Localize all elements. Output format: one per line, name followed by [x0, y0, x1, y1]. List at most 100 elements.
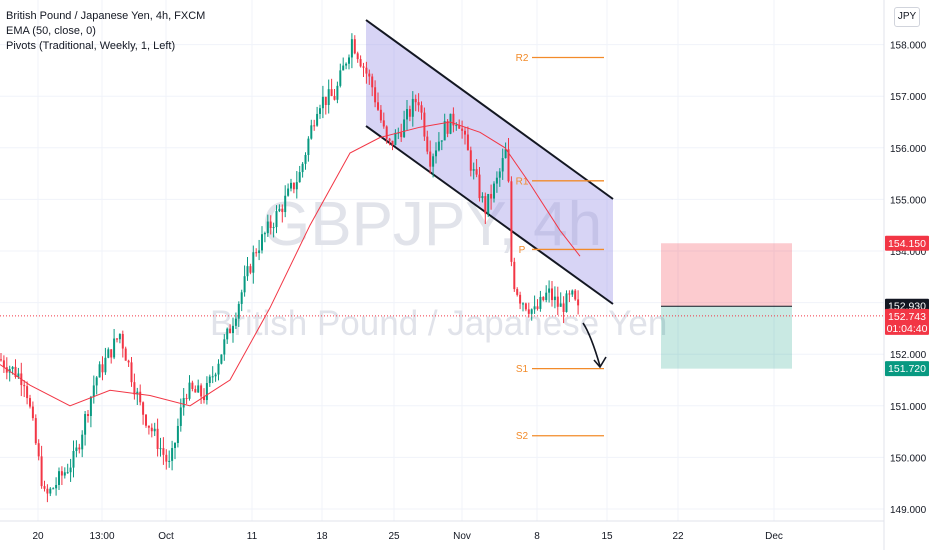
candle-body	[530, 309, 533, 314]
candle-body	[14, 366, 17, 377]
candle-body	[142, 402, 145, 415]
pivot-levels: R2 R1 P S1 S2	[516, 53, 604, 442]
candle-body	[310, 125, 313, 139]
candle-body	[414, 98, 417, 103]
candle-body	[345, 63, 348, 66]
candle-body	[435, 150, 437, 157]
candle-body	[63, 472, 66, 476]
channel-upper-line[interactable]	[365, 19, 614, 200]
candle-body	[522, 303, 524, 305]
legend-pivots: Pivots (Traditional, Weekly, 1, Left)	[6, 40, 176, 52]
candle-body	[333, 95, 336, 100]
candle-body	[394, 132, 397, 146]
candle-body	[81, 434, 84, 450]
time-axis[interactable]: 20 13:00 Oct 11 18 25 Nov 8 15 22 Dec	[32, 531, 782, 542]
candle-body	[516, 289, 519, 295]
candle-body	[179, 407, 182, 426]
chart-legend: British Pound / Japanese Yen, 4h, FXCM E…	[6, 9, 205, 54]
candle-body	[281, 208, 284, 213]
candle-body	[339, 70, 342, 86]
candle-body	[446, 121, 449, 134]
candle-body	[263, 233, 266, 235]
candle-body	[562, 303, 565, 312]
candle-body	[220, 354, 223, 364]
candle-body	[513, 261, 516, 290]
x-tick-label: 8	[534, 531, 540, 542]
candle-body	[382, 120, 385, 127]
candle-body	[127, 360, 130, 363]
candle-body	[205, 383, 208, 401]
candle-body	[565, 293, 568, 312]
candle-body	[403, 119, 406, 138]
candle-body	[551, 288, 553, 301]
candle-body	[266, 221, 269, 234]
candle-body	[536, 306, 539, 309]
candle-body	[174, 442, 176, 449]
price-label-text: 151.720	[888, 363, 926, 375]
candle-body	[223, 339, 226, 355]
candle-body	[258, 250, 261, 254]
price-axis[interactable]: 158.000157.000156.000155.000154.000153.0…	[890, 41, 927, 516]
candle-body	[510, 181, 513, 262]
candle-body	[350, 39, 353, 58]
candle-body	[490, 193, 493, 199]
candle-body	[243, 276, 246, 293]
candle-body	[319, 108, 321, 114]
candle-body	[110, 349, 113, 358]
y-tick-label: 149.000	[890, 505, 927, 516]
candle-body	[255, 252, 258, 254]
candle-body	[353, 39, 356, 54]
candle-body	[379, 109, 382, 121]
candle-body	[348, 57, 350, 64]
price-label-text: 152.743	[888, 311, 926, 323]
candle-body	[249, 266, 252, 273]
legend-ema: EMA (50, close, 0)	[6, 25, 96, 37]
candle-body	[455, 125, 458, 127]
candle-body	[66, 472, 69, 474]
price-label-badge	[885, 308, 929, 335]
candle-body	[374, 87, 377, 103]
candle-body	[2, 360, 5, 368]
candle-body	[98, 364, 101, 378]
watermark-name: British Pound / Japanese Yen	[210, 304, 667, 343]
candle-body	[368, 73, 371, 77]
candle-body	[371, 76, 374, 88]
candle-body	[327, 89, 330, 106]
candle-body	[23, 385, 26, 387]
pivot-label-p: P	[519, 245, 526, 256]
candle-body	[464, 130, 466, 135]
candle-body	[458, 125, 461, 129]
arrow-annotation[interactable]	[582, 322, 607, 369]
candle-body	[377, 102, 379, 110]
candle-body	[484, 196, 487, 214]
pivot-label-s1: S1	[516, 364, 529, 375]
candle-body	[211, 376, 214, 378]
candle-body	[548, 288, 551, 293]
candle-body	[118, 333, 121, 340]
stop-loss-zone[interactable]	[661, 243, 792, 307]
candle-body	[185, 398, 188, 400]
descending-channel[interactable]	[366, 20, 613, 304]
channel-lower-line[interactable]	[365, 125, 614, 305]
currency-button[interactable]: JPY	[894, 7, 920, 27]
pivot-label-r1: R1	[516, 176, 529, 187]
candle-body	[246, 266, 249, 277]
candle-body	[130, 362, 133, 383]
candle-body	[72, 451, 75, 468]
take-profit-zone[interactable]	[661, 306, 792, 369]
candle-body	[298, 172, 301, 183]
x-tick-label: 11	[247, 531, 258, 542]
x-tick-label: 22	[672, 531, 684, 542]
candle-body	[321, 96, 324, 109]
candle-body	[429, 151, 432, 167]
candle-body	[203, 396, 205, 401]
candle-body	[240, 292, 243, 304]
pivot-label-s2: S2	[516, 431, 529, 442]
candle-body	[136, 391, 139, 395]
candle-body	[391, 140, 394, 146]
y-tick-label: 152.000	[890, 350, 927, 361]
candle-body	[472, 169, 475, 171]
candle-body	[411, 98, 414, 117]
candle-body	[278, 208, 281, 212]
